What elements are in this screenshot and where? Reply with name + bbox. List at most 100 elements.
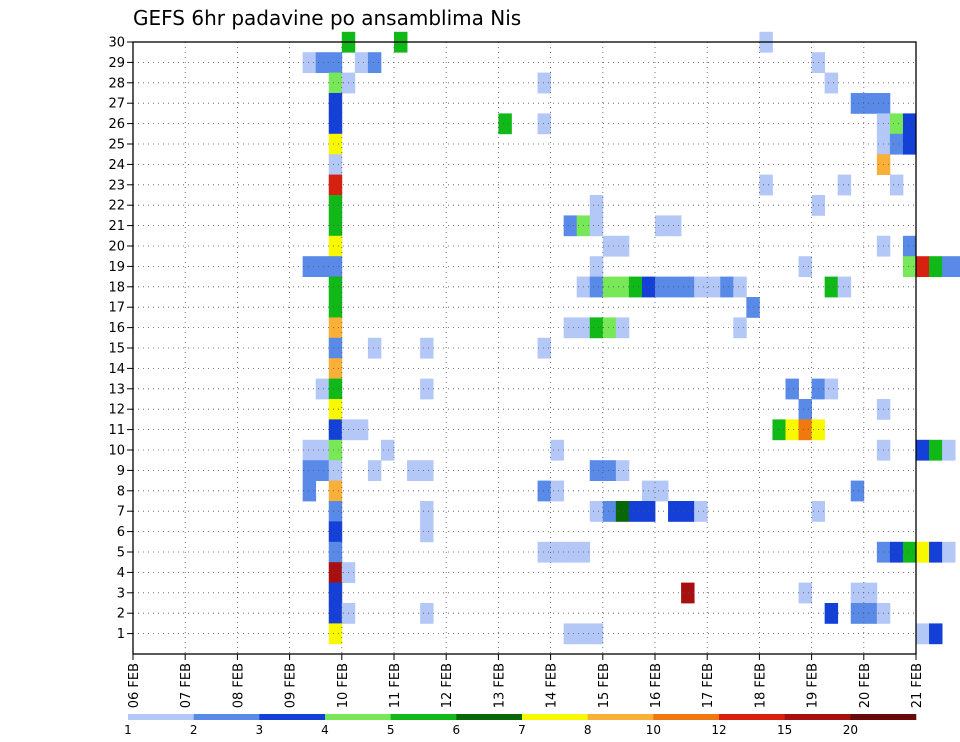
legend-label: 6 — [453, 723, 461, 737]
heatmap-cell — [328, 337, 343, 359]
heatmap-cell — [902, 235, 917, 257]
heatmap-cell — [902, 133, 917, 155]
heatmap-cell — [328, 460, 343, 481]
x-tick-label: 07 FEB — [179, 663, 194, 708]
y-tick-label: 23 — [108, 178, 125, 193]
heatmap-cell — [420, 378, 434, 400]
heatmap-cell — [498, 113, 512, 135]
heatmap-cell — [550, 480, 565, 502]
heatmap-cell — [537, 72, 551, 94]
heatmap-cell — [902, 113, 917, 135]
heatmap-cell — [955, 256, 960, 277]
heatmap-cell — [328, 623, 343, 645]
heatmap-cell — [655, 215, 669, 237]
heatmap-cell — [655, 480, 669, 502]
heatmap-cell — [889, 133, 904, 155]
heatmap-cell — [916, 541, 930, 563]
heatmap-cell — [367, 460, 382, 481]
heatmap-cell — [328, 582, 343, 604]
heatmap-cell — [902, 256, 917, 277]
heatmap-cell — [850, 93, 865, 114]
heatmap-cell — [942, 256, 956, 277]
heatmap-cell — [420, 337, 434, 359]
heatmap-cell — [837, 174, 852, 196]
heatmap-cell — [537, 113, 551, 135]
heatmap-cell — [733, 276, 747, 298]
heatmap-cell — [328, 317, 343, 339]
y-tick-label: 13 — [108, 382, 125, 397]
heatmap-cell — [315, 460, 330, 481]
legend-label: 12 — [711, 723, 726, 737]
x-tick-label: 18 FEB — [753, 663, 768, 708]
heatmap-cell — [615, 317, 630, 339]
heatmap-cell — [615, 235, 630, 257]
heatmap-cell — [328, 521, 343, 543]
y-tick-label: 12 — [108, 403, 125, 418]
y-tick-label: 18 — [108, 280, 125, 295]
heatmap-cell — [824, 603, 839, 624]
y-tick-label: 30 — [108, 36, 125, 51]
x-tick-label: 21 FEB — [910, 663, 925, 708]
y-tick-label: 8 — [117, 484, 125, 499]
heatmap-cell — [720, 276, 734, 298]
legend-swatch — [719, 714, 785, 720]
y-tick-label: 14 — [108, 362, 125, 377]
heatmap-cell — [733, 317, 747, 339]
y-tick-label: 25 — [108, 138, 125, 153]
heatmap-cell — [328, 52, 343, 73]
heatmap-cell — [328, 399, 343, 420]
heatmap-cell — [328, 358, 343, 379]
heatmap-cell — [850, 603, 865, 624]
heatmap-cell — [694, 501, 708, 522]
y-tick-label: 7 — [117, 505, 125, 520]
legend-swatch — [325, 714, 391, 720]
y-tick-label: 24 — [108, 158, 125, 173]
y-tick-label: 29 — [108, 56, 125, 71]
heatmap-cell — [328, 297, 343, 318]
heatmap-cell — [537, 337, 551, 359]
y-tick-label: 1 — [117, 627, 125, 642]
y-tick-label: 27 — [108, 97, 125, 112]
heatmap-cell — [668, 215, 682, 237]
heatmap-cell — [628, 501, 643, 522]
legend-swatch — [653, 714, 720, 720]
y-tick-label: 10 — [108, 444, 125, 459]
heatmap-cell — [929, 439, 943, 461]
x-tick-label: 17 FEB — [701, 663, 716, 708]
heatmap-cells — [302, 31, 960, 645]
heatmap-cell — [824, 72, 839, 94]
heatmap-cell — [315, 378, 330, 400]
x-tick-label: 13 FEB — [492, 663, 507, 708]
y-tick-label: 19 — [108, 260, 125, 275]
heatmap-cell — [668, 276, 682, 298]
heatmap-cell — [889, 113, 904, 135]
heatmap-cell — [380, 439, 395, 461]
heatmap-cell — [929, 256, 943, 277]
x-tick-label: 16 FEB — [649, 663, 664, 708]
legend-swatch — [128, 714, 194, 720]
x-tick-label: 15 FEB — [597, 663, 612, 708]
heatmap-cell — [563, 215, 578, 237]
heatmap-cell — [550, 541, 565, 563]
legend-swatch — [193, 714, 260, 720]
y-tick-label: 2 — [117, 607, 125, 622]
heatmap-cell — [328, 541, 343, 563]
x-tick-label: 12 FEB — [440, 663, 455, 708]
heatmap-cell — [302, 460, 317, 481]
heatmap-cell — [902, 541, 917, 563]
heatmap-cell — [328, 154, 343, 175]
heatmap-cell — [302, 439, 317, 461]
heatmap-cell — [889, 174, 904, 196]
x-tick-label: 09 FEB — [284, 663, 299, 708]
x-tick-label: 11 FEB — [388, 663, 403, 708]
heatmap-cell — [328, 133, 343, 155]
heatmap-cell — [615, 501, 630, 522]
heatmap-cell — [328, 113, 343, 135]
legend-swatch — [784, 714, 851, 720]
legend-swatch — [522, 714, 588, 720]
x-tick-label: 20 FEB — [858, 663, 873, 708]
heatmap-cell — [563, 623, 578, 645]
heatmap-cell — [354, 419, 369, 441]
x-tick-label: 08 FEB — [231, 663, 246, 708]
heatmap-cell — [328, 562, 343, 583]
